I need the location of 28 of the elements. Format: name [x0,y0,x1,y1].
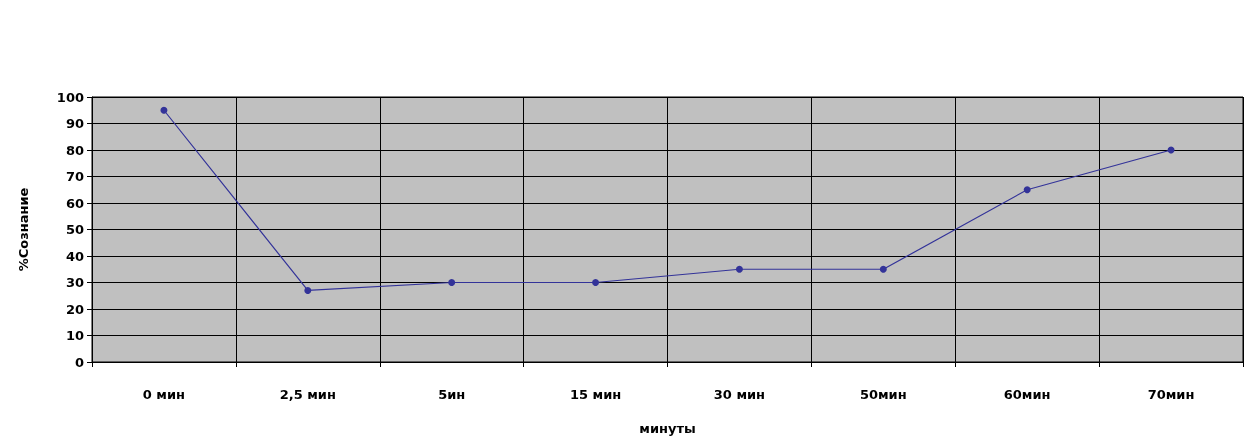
x-tick-label: 30 мин [713,387,766,402]
y-tick-label: 80 [65,142,84,158]
point [879,265,887,273]
point [592,279,600,286]
y-tick-label: 30 [65,275,84,290]
y-tick-label: 50 [65,222,84,237]
y-tick-label: 40 [65,248,84,264]
y-tick-label: 70 [65,169,84,184]
point [735,265,743,273]
x-tick-label: 60мин [1003,387,1051,402]
x-tick-label: 15 мин [569,387,622,402]
x-axis-title: минуты [639,421,696,436]
x-tick-label: 5ин [438,387,466,402]
y-tick-label: 10 [65,328,84,343]
y-axis-title: %Сознание [16,187,31,272]
point [448,279,456,286]
x-tick-label: 50мин [859,387,907,402]
y-tick-label: 60 [65,195,84,211]
point [1023,186,1031,194]
point [160,106,168,114]
point [304,286,312,294]
y-tick-label: 90 [65,116,84,131]
x-tick-label: 0 мин [142,387,186,402]
y-tick-label: 0 [74,354,84,370]
x-tick-label: 2,5 мин [279,387,336,402]
y-tick-label: 20 [65,301,84,317]
x-tick-label: 70мин [1147,387,1195,402]
y-tick-label: 100 [56,89,84,105]
